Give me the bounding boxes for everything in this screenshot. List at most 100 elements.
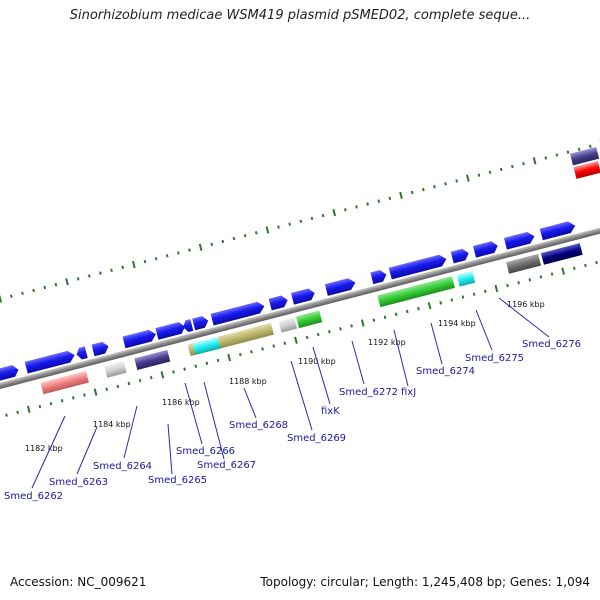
gene-box-green [296, 310, 323, 329]
major-tick [0, 295, 3, 303]
leader-line [76, 426, 98, 475]
minor-tick [405, 309, 409, 314]
minor-tick [410, 190, 414, 195]
major-tick [360, 319, 365, 327]
gene-box-cyan [192, 336, 221, 355]
minor-tick [517, 281, 520, 285]
minor-tick [272, 344, 276, 348]
minor-tick [105, 387, 109, 391]
minor-tick [154, 257, 158, 261]
minor-tick [87, 274, 91, 278]
minor-tick [450, 298, 454, 302]
minor-tick [328, 329, 331, 334]
minor-tick [566, 150, 570, 154]
leader-line [123, 405, 138, 459]
minor-tick [188, 248, 191, 252]
major-tick [26, 405, 31, 414]
gene-labels: Smed_6262 Smed_6263 Smed_6264 Smed_6265 … [4, 339, 581, 502]
outer-tick-track [0, 139, 600, 303]
gene-arrow-fwd [324, 278, 356, 296]
major-tick [494, 284, 499, 293]
leader-line [203, 381, 225, 460]
map-title: Sinorhizobium medicae WSM419 plasmid pSM… [69, 8, 531, 23]
minor-tick [472, 292, 476, 296]
major-tick [160, 371, 165, 379]
gene-label: fixJ [401, 387, 416, 398]
major-tick [93, 388, 98, 396]
minor-tick [544, 156, 548, 160]
scale-label: 1192 kbp [368, 338, 406, 347]
major-tick [332, 209, 337, 217]
minor-tick [9, 294, 13, 298]
minor-tick [461, 295, 465, 299]
label-leader-lines [31, 297, 550, 489]
minor-tick [528, 278, 532, 282]
scale-label: 1188 kbp [229, 377, 267, 386]
gene-arrow-fwd [91, 341, 109, 357]
minor-tick [49, 401, 53, 406]
minor-tick [550, 272, 554, 276]
minor-tick [177, 251, 180, 255]
minor-tick [444, 182, 447, 186]
minor-tick [299, 219, 303, 223]
scale-label: 1194 kbp [438, 319, 476, 328]
leader-line [312, 346, 331, 405]
minor-tick [539, 275, 543, 279]
minor-tick [5, 413, 8, 417]
minor-tick [183, 367, 186, 371]
minor-tick [216, 358, 220, 363]
minor-tick [483, 289, 487, 294]
minor-tick [76, 277, 80, 281]
gene-label: Smed_6264 [93, 461, 152, 472]
major-tick [294, 336, 298, 344]
minor-tick [344, 208, 347, 212]
gene-box-green [377, 276, 455, 308]
gene-arrow-fwd [388, 254, 447, 280]
gene-label: Smed_6272 [339, 387, 398, 398]
minor-tick [355, 205, 358, 209]
inner-tick-track [5, 260, 598, 417]
minor-tick [455, 179, 459, 183]
minor-tick [288, 222, 292, 226]
minor-tick [277, 225, 280, 229]
gene-arrow-fwd [450, 248, 469, 264]
major-tick [399, 191, 403, 200]
minor-tick [383, 315, 387, 319]
minor-tick [238, 352, 242, 357]
minor-tick [584, 263, 587, 268]
minor-tick [433, 185, 436, 189]
gene-box-pink [40, 370, 89, 395]
gene-label: Smed_6275 [465, 353, 524, 364]
leader-line [184, 382, 203, 445]
minor-tick [488, 170, 492, 175]
gene-label: Smed_6269 [287, 433, 346, 444]
gene-arrow-fwd [210, 301, 265, 326]
major-tick [131, 260, 136, 269]
leader-line [243, 387, 257, 419]
minor-tick [439, 301, 443, 305]
minor-tick [143, 259, 147, 264]
minor-tick [83, 393, 86, 397]
gene-arrow-fwd [290, 288, 315, 305]
sequence-backbone [0, 214, 600, 401]
scale-label: 1184 kbp [93, 420, 131, 429]
leader-line [498, 297, 550, 338]
minor-tick [121, 265, 125, 270]
major-tick [265, 226, 270, 234]
minor-tick [339, 327, 342, 331]
leader-line [167, 423, 173, 475]
minor-tick [477, 173, 481, 177]
gene-arrow-fwd [76, 346, 88, 360]
minor-tick [43, 285, 47, 290]
feature-row-secondary [40, 243, 583, 395]
gene-label: fixK [321, 406, 340, 417]
gene-label: Smed_6267 [197, 460, 256, 471]
minor-tick [254, 231, 258, 235]
minor-tick [54, 282, 58, 287]
gene-label: Smed_6262 [4, 491, 63, 502]
minor-tick [38, 404, 42, 409]
gene-arrow-outer-top [569, 146, 600, 166]
gene-arrow-fwd [503, 231, 535, 250]
gene-arrow-fwd [122, 329, 156, 349]
major-tick [427, 302, 432, 310]
